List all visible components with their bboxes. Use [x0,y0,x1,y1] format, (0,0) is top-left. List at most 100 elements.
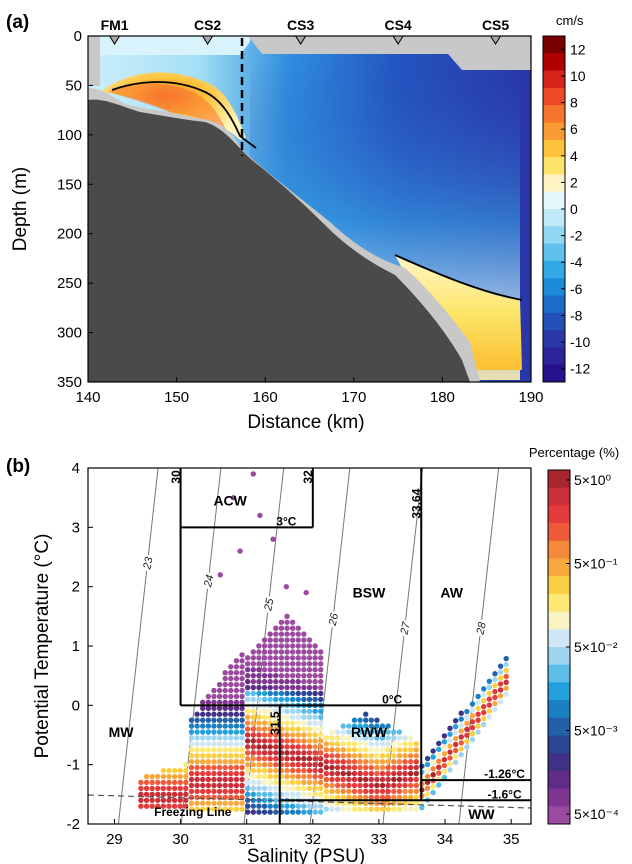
ts-point [385,735,391,741]
panel-a-label: (a) [6,12,29,33]
colorbar-b-swatch [548,682,570,701]
colorbar-a-unit: cm/s [556,13,584,28]
ts-point [385,782,391,789]
ts-point [222,675,228,682]
ts-point [447,743,453,749]
ts-point [239,753,245,759]
ts-point [183,797,189,803]
ts-point [318,773,324,780]
colorbar-b-swatch [548,540,570,559]
ts-point [452,759,459,765]
ts-point [312,672,318,679]
ts-point [481,721,487,728]
ts-point [340,735,346,741]
ts-point [318,761,324,768]
y-tick-label-a: 100 [57,127,82,144]
ts-point [256,773,262,780]
ts-point [312,803,318,809]
ts-point [233,723,240,729]
ts-point [256,732,262,738]
ts-point [452,741,459,748]
ts-point [452,718,459,724]
ts-point [306,696,313,703]
ts-point [267,637,273,643]
ts-point [205,782,212,789]
ts-point [267,750,273,756]
ts-point [295,631,301,637]
ts-point [194,735,200,741]
ts-point [273,678,279,685]
ts-point [306,661,313,667]
isopycnal-lines: 23 24 25 26 27 28 [117,468,500,824]
ts-point [318,714,324,720]
ts-point [497,687,504,693]
ts-point [458,746,464,752]
colorbar-a-swatch [543,278,565,296]
ts-point [289,667,296,673]
ts-point [312,678,318,685]
ts-point [205,776,212,783]
ts-point [188,782,195,789]
ts-point [301,631,307,637]
ts-point [441,756,448,763]
ts-point [458,740,464,746]
ts-point [211,717,217,723]
colorbar-b-title: Percentage (%) [529,445,619,460]
ts-point [233,747,240,753]
ts-point [475,705,481,711]
ts-point [374,735,380,741]
water-mass-labels: ACW BSW AW MW RWW WW 30 32 33.64 3°C 0°C 31.5 -1.26°… [109,470,526,822]
ts-point-outlier [303,589,309,596]
colorbar-a-swatch [543,347,565,366]
ts-point [256,714,262,720]
ts-point [273,803,279,809]
ts-point [188,735,195,741]
ts-point [391,788,397,795]
ts-point [295,773,301,780]
ts-point [166,767,172,774]
ts-point [267,732,273,738]
ts-point [143,785,150,792]
ts-point [183,785,189,792]
ts-point [261,785,268,792]
ts-point [407,741,414,747]
ts-point [334,747,341,753]
ts-point [256,684,262,691]
ts-point [278,637,285,643]
ts-point [284,726,290,732]
ts-point [318,732,324,738]
ts-point [306,690,313,697]
ts-point [222,800,228,806]
ts-point [239,788,245,795]
ts-point [289,690,296,697]
ts-point [267,661,273,667]
ts-point [379,723,386,729]
colorbar-a-swatch [543,191,565,210]
ts-point [447,761,453,767]
ts-point-outlier [237,548,243,554]
ts-point [407,747,414,753]
ts-point [138,791,144,798]
x-tick-label-a: 140 [75,389,100,406]
ts-point [194,741,200,747]
ts-point [306,803,313,809]
ts-point [250,803,256,809]
ts-point [222,717,228,723]
colorbar-b-swatch [548,576,570,595]
ts-point [301,678,307,685]
ts-point [346,806,352,812]
ts-point [171,803,178,809]
ts-point [233,800,240,806]
ts-point [363,794,369,800]
ts-point [318,678,324,685]
ts-point [357,735,363,741]
ts-point [222,753,228,759]
ts-point [469,701,476,707]
ts-point [413,764,419,771]
ts-point [402,764,408,771]
ts-point [200,776,206,783]
ts-point [200,806,206,812]
colorbar-b-swatch [548,470,570,489]
ts-point [267,773,273,780]
ts-point [486,708,493,714]
